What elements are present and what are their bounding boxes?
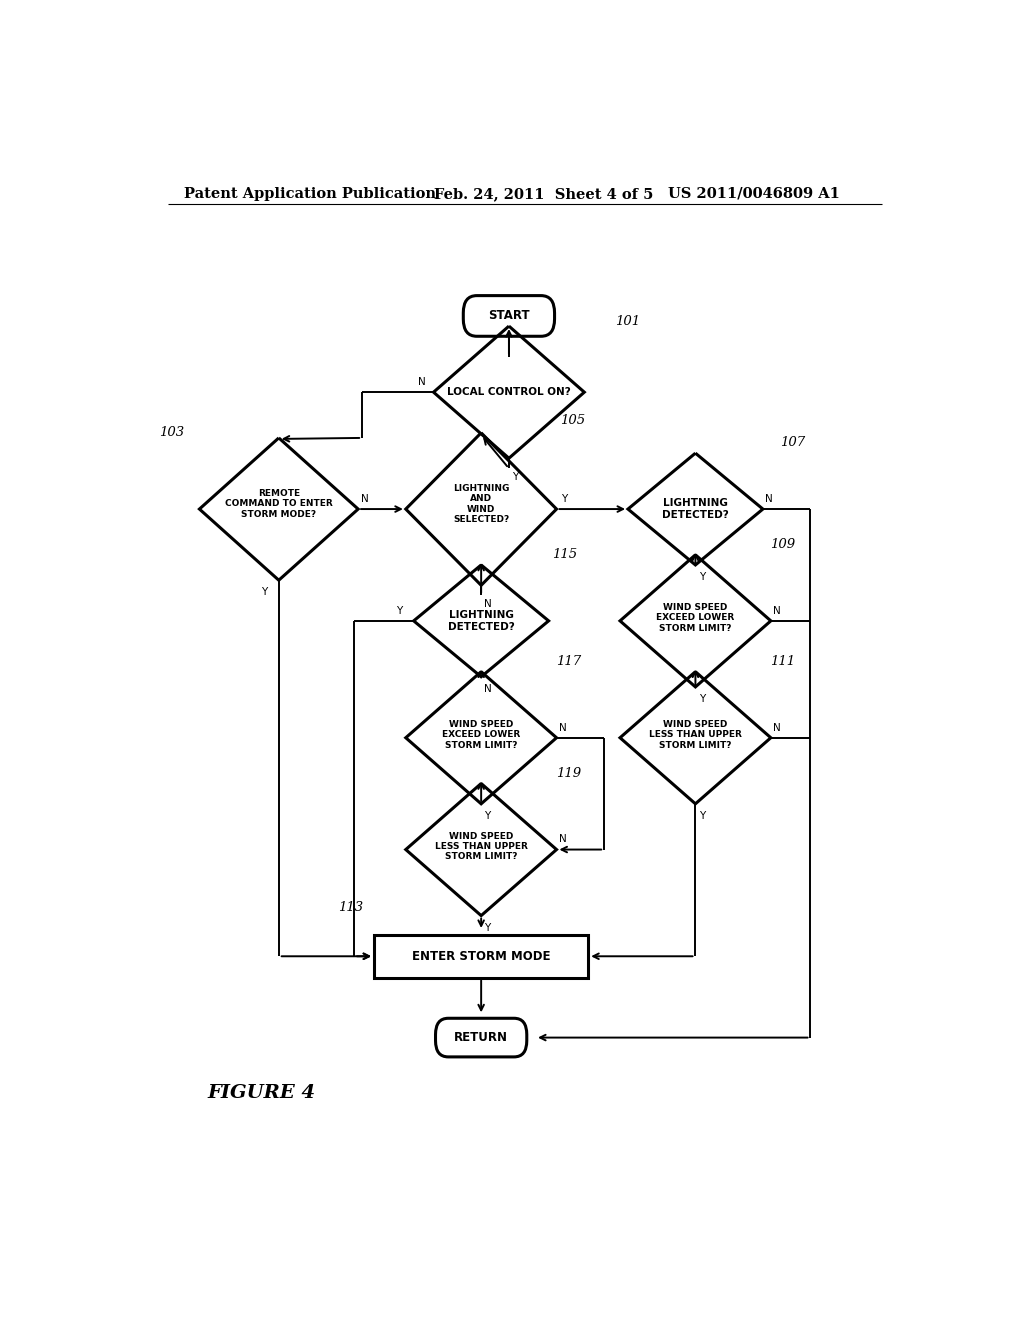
Text: N: N [773, 722, 781, 733]
Text: ENTER STORM MODE: ENTER STORM MODE [412, 950, 551, 962]
Text: N: N [773, 606, 781, 615]
Text: WIND SPEED
EXCEED LOWER
STORM LIMIT?: WIND SPEED EXCEED LOWER STORM LIMIT? [442, 719, 520, 750]
Text: WIND SPEED
EXCEED LOWER
STORM LIMIT?: WIND SPEED EXCEED LOWER STORM LIMIT? [656, 603, 734, 632]
Text: N: N [765, 494, 773, 504]
Text: 117: 117 [556, 655, 581, 668]
Polygon shape [406, 433, 557, 585]
Text: N: N [559, 834, 566, 845]
Text: Y: Y [512, 471, 518, 482]
Text: Y: Y [561, 494, 567, 504]
Polygon shape [433, 326, 585, 458]
Polygon shape [414, 565, 549, 677]
Text: N: N [559, 722, 566, 733]
Text: Y: Y [698, 572, 705, 582]
Text: N: N [418, 378, 426, 387]
Text: Y: Y [484, 810, 490, 821]
Text: FIGURE 4: FIGURE 4 [207, 1085, 315, 1102]
Text: 111: 111 [770, 655, 796, 668]
Text: Y: Y [396, 606, 402, 615]
Text: Feb. 24, 2011  Sheet 4 of 5: Feb. 24, 2011 Sheet 4 of 5 [433, 187, 653, 201]
Text: Y: Y [261, 587, 267, 598]
Text: N: N [483, 598, 492, 609]
Text: 103: 103 [159, 426, 184, 440]
Polygon shape [620, 672, 771, 804]
Text: LIGHTNING
AND
WIND
SELECTED?: LIGHTNING AND WIND SELECTED? [453, 484, 509, 524]
Polygon shape [200, 438, 358, 581]
Text: Y: Y [484, 923, 490, 933]
Text: 101: 101 [615, 314, 641, 327]
Text: 109: 109 [770, 539, 796, 552]
Polygon shape [406, 672, 557, 804]
Text: RETURN: RETURN [455, 1031, 508, 1044]
Text: WIND SPEED
LESS THAN UPPER
STORM LIMIT?: WIND SPEED LESS THAN UPPER STORM LIMIT? [649, 719, 741, 750]
Text: US 2011/0046809 A1: US 2011/0046809 A1 [668, 187, 840, 201]
FancyBboxPatch shape [435, 1018, 526, 1057]
Text: 119: 119 [556, 767, 581, 780]
Text: Y: Y [698, 810, 705, 821]
Text: Y: Y [698, 694, 705, 704]
FancyBboxPatch shape [463, 296, 555, 337]
Bar [374, 935, 588, 978]
Text: LOCAL CONTROL ON?: LOCAL CONTROL ON? [447, 387, 570, 397]
Text: 107: 107 [780, 437, 806, 450]
Text: 113: 113 [338, 902, 362, 913]
Text: 105: 105 [560, 414, 585, 428]
Text: 115: 115 [552, 548, 578, 561]
Polygon shape [406, 784, 557, 916]
Text: N: N [483, 684, 492, 694]
Text: LIGHTNING
DETECTED?: LIGHTNING DETECTED? [447, 610, 514, 632]
Text: LIGHTNING
DETECTED?: LIGHTNING DETECTED? [663, 498, 729, 520]
Polygon shape [620, 554, 771, 686]
Text: Patent Application Publication: Patent Application Publication [183, 187, 435, 201]
Text: WIND SPEED
LESS THAN UPPER
STORM LIMIT?: WIND SPEED LESS THAN UPPER STORM LIMIT? [435, 832, 527, 862]
Text: N: N [360, 494, 369, 504]
Polygon shape [628, 453, 763, 565]
Text: START: START [488, 309, 529, 322]
Text: REMOTE
COMMAND TO ENTER
STORM MODE?: REMOTE COMMAND TO ENTER STORM MODE? [225, 490, 333, 519]
